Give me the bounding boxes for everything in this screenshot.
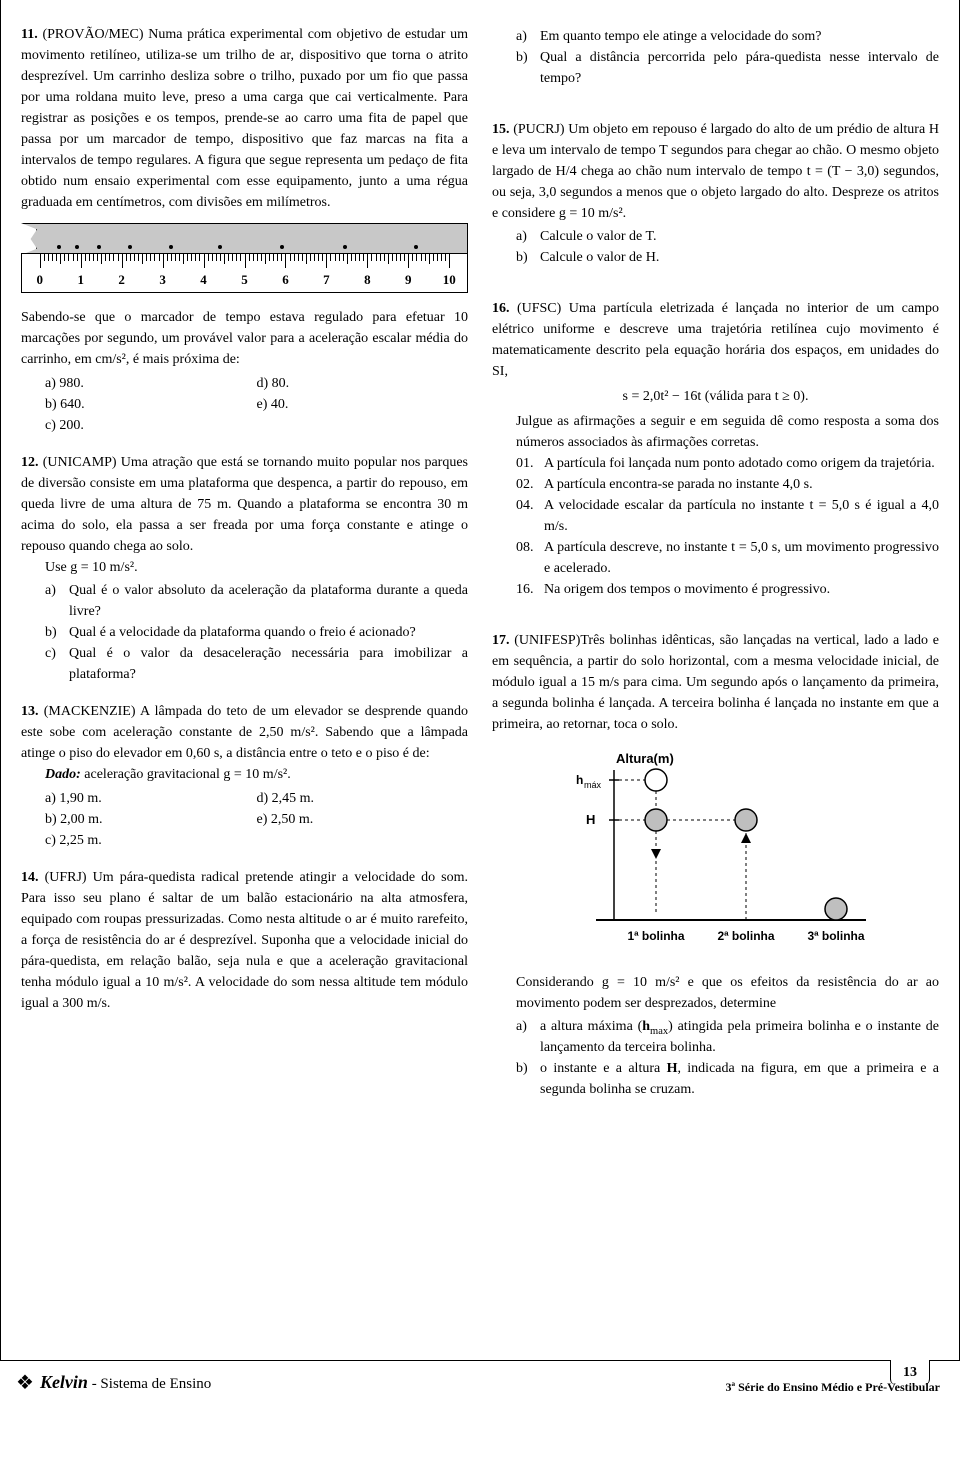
q11-opt-e: e) 40.	[257, 394, 469, 415]
q15-src: (PUCRJ)	[513, 122, 564, 137]
q13-dado-l: Dado:	[45, 767, 81, 782]
ruler-figure: 012345678910	[21, 223, 468, 293]
q11-opt-c: c) 200.	[45, 415, 468, 436]
brand-name: Kelvin	[40, 1372, 88, 1392]
question-11: 11. (PROVÃO/MEC) Numa prática experiment…	[21, 24, 468, 436]
svg-text:máx: máx	[584, 780, 602, 790]
q13-opt-c: c) 2,25 m.	[45, 830, 468, 851]
q17-diagram: Altura(m) hmáx H 1ª bolinha 2ª bolinha 3ª bol…	[556, 745, 876, 962]
q12-num: 12.	[21, 455, 39, 470]
q17-num: 17.	[492, 633, 510, 648]
svg-text:1ª bolinha: 1ª bolinha	[627, 929, 684, 943]
q17-src: (UNIFESP)	[514, 633, 580, 648]
q12-use: Use g = 10 m/s².	[45, 557, 468, 578]
q17-b: b)	[516, 1058, 540, 1100]
q14-at: Em quanto tempo ele atinge a velocidade …	[540, 26, 821, 47]
brand-logo: ❖ Kelvin - Sistema de Ensino	[16, 1369, 211, 1396]
q14-b: b)	[516, 47, 540, 89]
q12-c: c)	[45, 643, 69, 685]
page-footer: ❖ Kelvin - Sistema de Ensino 13 3ª Série…	[0, 1360, 960, 1400]
question-15: 15. (PUCRJ) Um objeto em repouso é larga…	[492, 119, 939, 268]
brand-sub: - Sistema de Ensino	[88, 1376, 211, 1392]
q17-a: a)	[516, 1016, 540, 1058]
q13-opt-a: a) 1,90 m.	[45, 788, 257, 809]
q13-src: (MACKENZIE)	[44, 704, 136, 719]
q16-04: A velocidade escalar da partícula no ins…	[544, 495, 939, 537]
svg-text:Altura(m): Altura(m)	[616, 751, 674, 766]
q17-at: a altura máxima (hmax) atingida pela pri…	[540, 1016, 939, 1058]
q15-at: Calcule o valor de T.	[540, 226, 657, 247]
q12-bt: Qual é a velocidade da plataforma quando…	[69, 622, 416, 643]
q15-num: 15.	[492, 122, 510, 137]
svg-text:3ª bolinha: 3ª bolinha	[807, 929, 864, 943]
question-14b: a)Em quanto tempo ele atinge a velocidad…	[492, 26, 939, 89]
q15-a: a)	[516, 226, 540, 247]
question-12: 12. (UNICAMP) Uma atração que está se to…	[21, 452, 468, 685]
logo-icon: ❖	[16, 1373, 34, 1393]
q12-ct: Qual é o valor da desaceleração necessár…	[69, 643, 468, 685]
q16-08: A partícula descreve, no instante t = 5,…	[544, 537, 939, 579]
question-16: 16. (UFSC) Uma partícula eletrizada é la…	[492, 298, 939, 600]
q12-a: a)	[45, 580, 69, 622]
q14-a: a)	[516, 26, 540, 47]
q16-01n: 01.	[516, 453, 544, 474]
q13-opt-e: e) 2,50 m.	[257, 809, 469, 830]
q14-text: Um pára-quedista radical pretende atingi…	[21, 870, 468, 1011]
q12-b: b)	[45, 622, 69, 643]
q13-options: a) 1,90 m.d) 2,45 m. b) 2,00 m.e) 2,50 m…	[45, 788, 468, 851]
q16-16n: 16.	[516, 579, 544, 600]
svg-text:2ª bolinha: 2ª bolinha	[717, 929, 774, 943]
q11-text: Numa prática experimental com objetivo d…	[21, 27, 468, 210]
q12-at: Qual é o valor absoluto da aceleração da…	[69, 580, 468, 622]
q16-src: (UFSC)	[517, 301, 561, 316]
q16-02: A partícula encontra-se parada no instan…	[544, 474, 813, 495]
q16-04n: 04.	[516, 495, 544, 537]
q16-num: 16.	[492, 301, 510, 316]
q17-text2: Considerando g = 10 m/s² e que os efeito…	[516, 972, 939, 1014]
q11-opt-b: b) 640.	[45, 394, 257, 415]
q16-02n: 02.	[516, 474, 544, 495]
footer-series: 3ª Série do Ensino Médio e Pré-Vestibula…	[726, 1378, 940, 1396]
q14-src: (UFRJ)	[45, 870, 87, 885]
q14-num: 14.	[21, 870, 39, 885]
q13-opt-d: d) 2,45 m.	[257, 788, 469, 809]
q11-src: (PROVÃO/MEC)	[42, 27, 143, 42]
svg-text:H: H	[586, 812, 595, 827]
q16-08n: 08.	[516, 537, 544, 579]
q11-num: 11.	[21, 27, 38, 42]
q13-dado: aceleração gravitacional g = 10 m/s².	[81, 767, 291, 782]
q16-eq: s = 2,0t² − 16t (válida para t ≥ 0).	[492, 386, 939, 407]
q13-num: 13.	[21, 704, 39, 719]
q12-src: (UNICAMP)	[43, 455, 117, 470]
q15-b: b)	[516, 247, 540, 268]
q11-options: a) 980.d) 80. b) 640.e) 40. c) 200.	[45, 373, 468, 436]
svg-text:h: h	[576, 773, 583, 787]
q11-opt-a: a) 980.	[45, 373, 257, 394]
q14-bt: Qual a distância percorrida pelo pára-qu…	[540, 47, 939, 89]
q17-bt: o instante e a altura H, indicada na fig…	[540, 1058, 939, 1100]
q16-01: A partícula foi lançada num ponto adotad…	[544, 453, 935, 474]
q13-opt-b: b) 2,00 m.	[45, 809, 257, 830]
q16-16: Na origem dos tempos o movimento é progr…	[544, 579, 830, 600]
question-13: 13. (MACKENZIE) A lâmpada do teto de um …	[21, 701, 468, 851]
q15-bt: Calcule o valor de H.	[540, 247, 659, 268]
question-17: 17. (UNIFESP)Três bolinhas idênticas, sã…	[492, 630, 939, 1100]
question-14: 14. (UFRJ) Um pára-quedista radical pret…	[21, 867, 468, 1014]
q11-text2: Sabendo-se que o marcador de tempo estav…	[21, 307, 468, 370]
q16-text2: Julgue as afirmações a seguir e em segui…	[516, 411, 939, 453]
q11-opt-d: d) 80.	[257, 373, 469, 394]
